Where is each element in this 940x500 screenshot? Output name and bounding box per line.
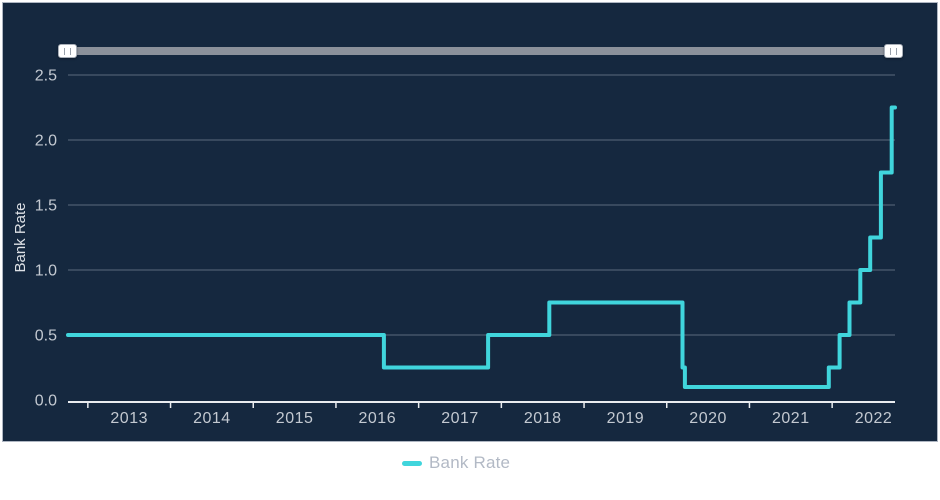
slider-track[interactable] <box>60 47 902 55</box>
y-axis-label: 0.5 <box>35 328 57 345</box>
y-axis-label: 1.0 <box>35 263 57 280</box>
x-axis-label: 2014 <box>193 410 231 427</box>
slider-handle-left[interactable] <box>58 44 77 58</box>
x-axis-label: 2017 <box>441 410 479 427</box>
x-axis-label: 2013 <box>110 410 148 427</box>
chart-panel: 2013 2014 2015 2016 2017 2018 2019 2020 2021 2022… <box>2 2 938 442</box>
legend-label: Bank Rate <box>429 453 511 472</box>
x-axis-label: 2021 <box>772 410 810 427</box>
legend-item-bank-rate[interactable]: Bank Rate <box>402 453 511 472</box>
slider-grip-icon <box>64 47 71 55</box>
x-axis-label: 2022 <box>855 410 893 427</box>
x-axis-label: 2018 <box>524 410 562 427</box>
x-axis-label: 2019 <box>607 410 645 427</box>
bank-rate-series-line[interactable] <box>66 105 897 389</box>
slider-handle-right[interactable] <box>884 44 903 58</box>
y-axis-label: 2.5 <box>35 68 57 85</box>
y-axis-title: Bank Rate <box>12 202 29 272</box>
x-axis-label: 2015 <box>276 410 314 427</box>
slider-grip-icon <box>890 47 897 55</box>
x-axis-label: 2016 <box>359 410 397 427</box>
bank-rate-chart: 2013 2014 2015 2016 2017 2018 2019 2020 2021 2022… <box>12 68 897 427</box>
legend-swatch-icon <box>402 460 422 466</box>
x-axis-label: 2020 <box>689 410 727 427</box>
y-axis-label: 1.5 <box>35 198 57 215</box>
y-axis-label: 0.0 <box>35 393 57 410</box>
y-axis-label: 2.0 <box>35 133 57 150</box>
